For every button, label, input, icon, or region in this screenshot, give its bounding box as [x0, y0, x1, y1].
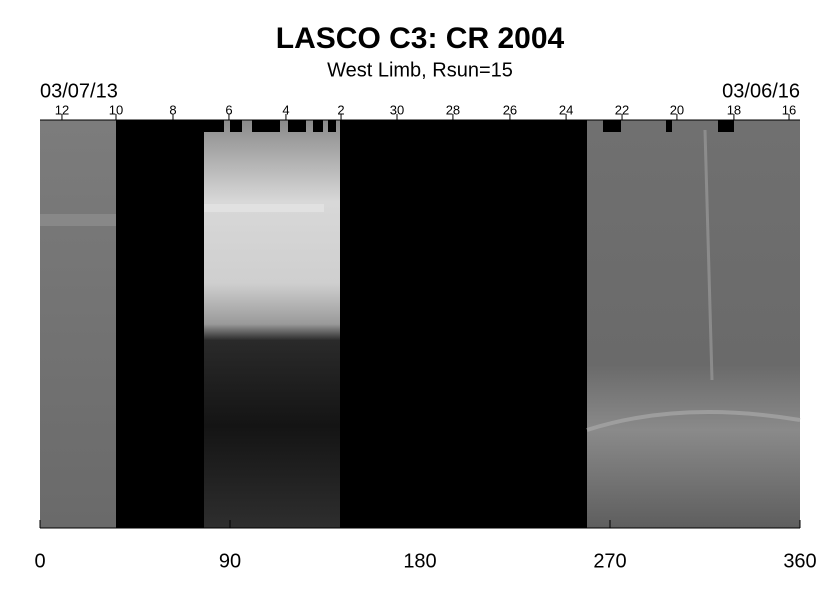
map-region — [204, 120, 340, 528]
x-tick-label: 180 — [403, 550, 436, 572]
top-tick-label: 28 — [446, 102, 460, 117]
map-feature — [204, 204, 324, 212]
top-tick-label: 24 — [559, 102, 573, 117]
top-tick-label: 30 — [390, 102, 404, 117]
map-image — [40, 120, 801, 528]
map-feature — [703, 129, 714, 381]
map-feature — [40, 214, 116, 226]
top-tick-label: 16 — [782, 102, 796, 117]
top-tick-label: 22 — [615, 102, 629, 117]
map-feature — [586, 410, 801, 432]
chart-title: LASCO C3: CR 2004 — [276, 22, 565, 55]
top-tick-label: 18 — [727, 102, 741, 117]
end-date: 03/06/16 — [722, 80, 800, 102]
map-region — [40, 120, 116, 528]
map-region — [587, 120, 800, 528]
x-tick-label: 270 — [593, 550, 626, 572]
top-tick-label: 10 — [109, 102, 123, 117]
start-date: 03/07/13 — [40, 80, 118, 102]
x-tick-label: 360 — [783, 550, 816, 572]
top-tick-label: 6 — [225, 102, 232, 117]
top-tick-label: 8 — [169, 102, 176, 117]
top-tick-label: 20 — [670, 102, 684, 117]
chart-subtitle: West Limb, Rsun=15 — [327, 59, 513, 81]
x-tick-label: 90 — [219, 550, 241, 572]
top-tick-label: 26 — [503, 102, 517, 117]
top-tick-label: 4 — [282, 102, 289, 117]
data-gap-strip — [204, 120, 734, 132]
x-tick-label: 0 — [34, 550, 45, 572]
top-tick-label: 2 — [337, 102, 344, 117]
top-tick-label: 12 — [55, 102, 69, 117]
